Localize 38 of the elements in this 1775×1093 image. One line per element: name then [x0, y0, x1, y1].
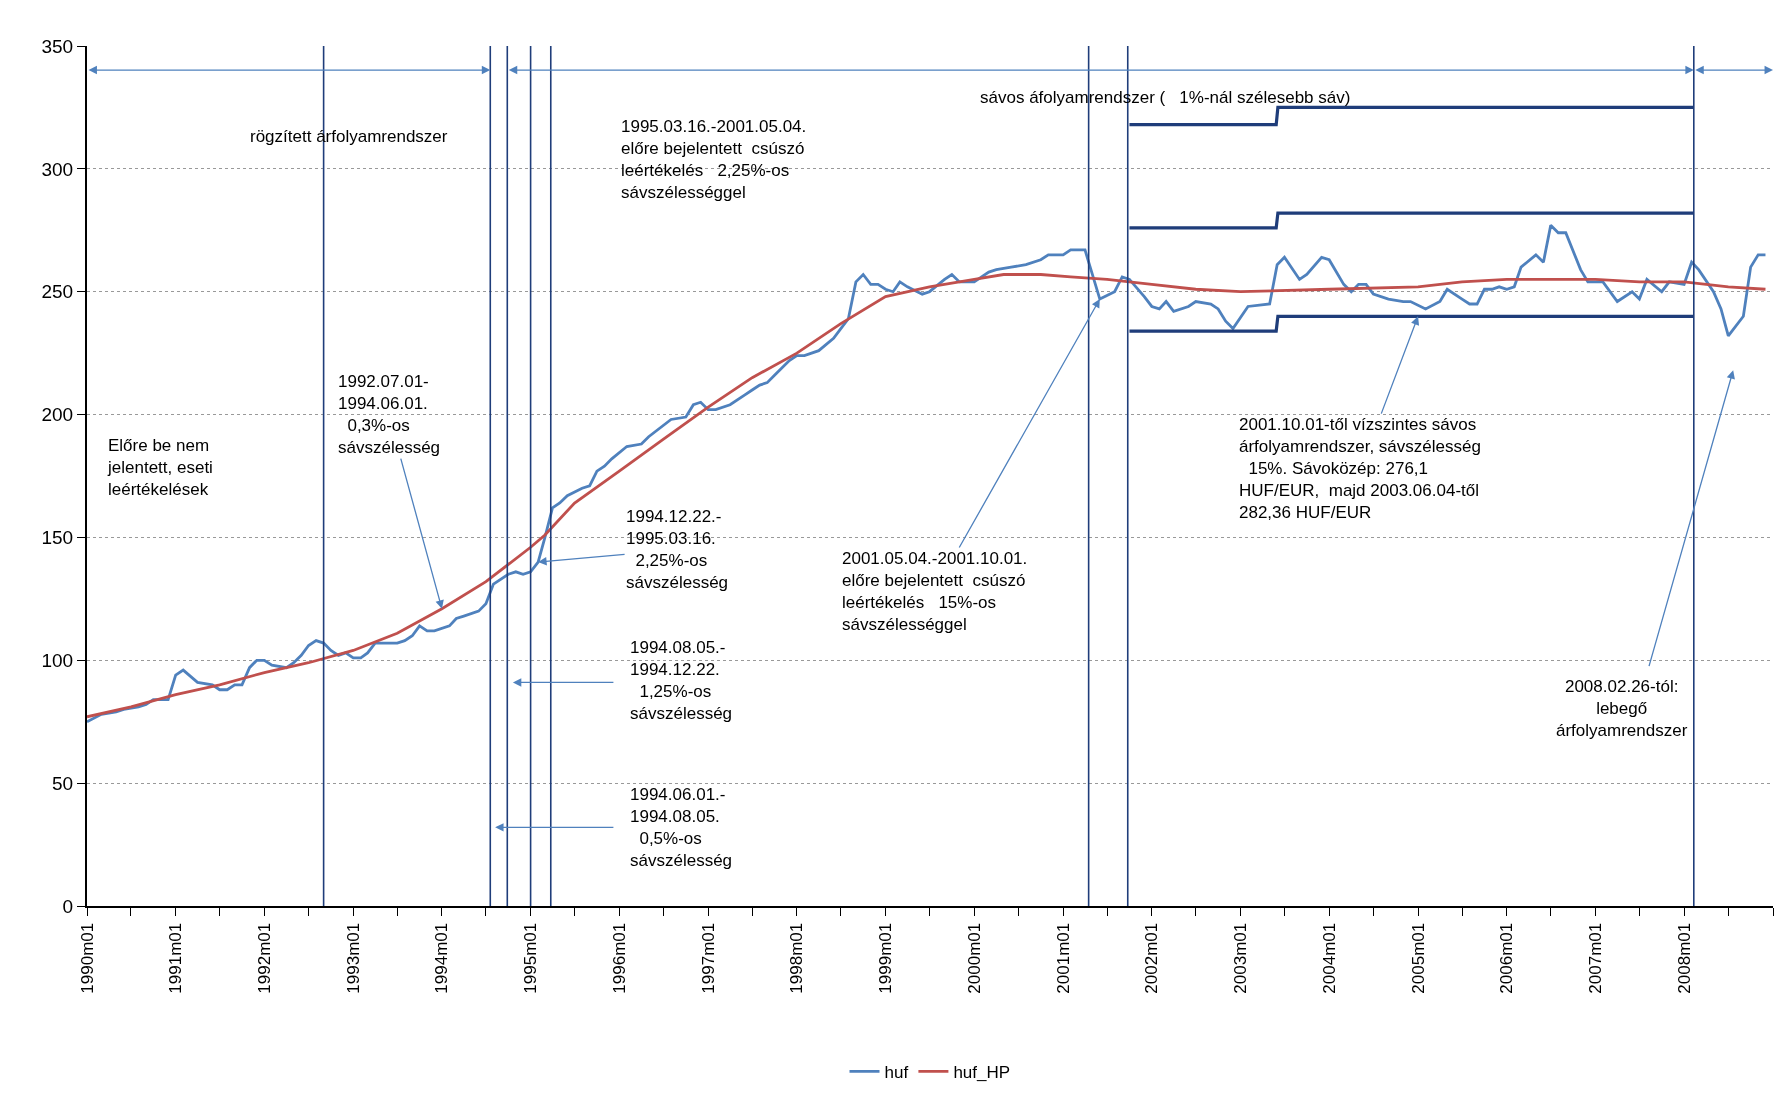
annotation: 2001.05.04.-2001.10.01. előre bejelentett csúszó leértékelés 15%-os sávszélességgel — [842, 549, 1028, 635]
x-tick-label: 1995m01 — [521, 922, 541, 994]
y-tick-label: 150 — [41, 527, 74, 549]
y-tick-label: 50 — [52, 772, 74, 794]
x-tick-label: 1991m01 — [166, 922, 186, 994]
x-tick-label: 1994m01 — [432, 922, 452, 994]
x-tick-label: 2006m01 — [1497, 922, 1517, 994]
annotation: 2008.02.26-tól: lebegő árfolyamrendszer — [1556, 677, 1688, 741]
annotation: 1994.08.05.- 1994.12.22. 1,25%-os sávszélesség — [630, 638, 733, 724]
y-tick-label: 100 — [41, 649, 74, 671]
x-tick-label: 2003m01 — [1231, 922, 1251, 994]
x-tick-label: 2001m01 — [1053, 922, 1073, 994]
x-tick-label: 1992m01 — [254, 922, 274, 994]
x-tick-label: 2005m01 — [1408, 922, 1428, 994]
x-tick-label: 1990m01 — [77, 922, 97, 994]
legend-label: huf_HP — [953, 1063, 1011, 1083]
annotation: Előre be nem jelentett, eseti leértékelések — [107, 436, 213, 500]
legend-label: huf — [884, 1063, 909, 1083]
y-tick-label: 200 — [41, 404, 74, 426]
x-tick-label: 1996m01 — [609, 922, 629, 994]
annotation: 1994.06.01.- 1994.08.05. 0,5%-os sávszélesség — [630, 785, 733, 871]
annotation: 1995.03.16.-2001.05.04. előre bejelentett csúszó leértékelés 2,25%-os sávszélességgel — [621, 117, 807, 203]
x-tick-label: 1999m01 — [876, 922, 896, 994]
x-tick-label: 1993m01 — [343, 922, 363, 994]
y-tick-label: 300 — [41, 158, 74, 180]
x-tick-label: 2007m01 — [1585, 922, 1605, 994]
x-tick-label: 1998m01 — [787, 922, 807, 994]
x-tick-label: 1997m01 — [698, 922, 718, 994]
x-tick-label: 2008m01 — [1674, 922, 1694, 994]
annotation: 1994.12.22.- 1995.03.16. 2,25%-os sávszélesség — [626, 507, 729, 593]
y-tick-label: 350 — [41, 35, 74, 57]
y-tick-label: 250 — [41, 281, 74, 303]
x-tick-label: 2000m01 — [964, 922, 984, 994]
x-tick-label: 2004m01 — [1319, 922, 1339, 994]
annotation: 2001.10.01-től vízszintes sávos árfolyamrendszer, sávszélesség 15%. Sávoközép: 276,1 HUF/EUR, majd 2003.06.04-től 282,36 HUF/EUR — [1239, 415, 1481, 523]
x-tick-label: 2002m01 — [1142, 922, 1162, 994]
y-tick-label: 0 — [62, 895, 74, 917]
annotation: 1992.07.01- 1994.06.01. 0,3%-os sávszélesség — [338, 372, 441, 458]
